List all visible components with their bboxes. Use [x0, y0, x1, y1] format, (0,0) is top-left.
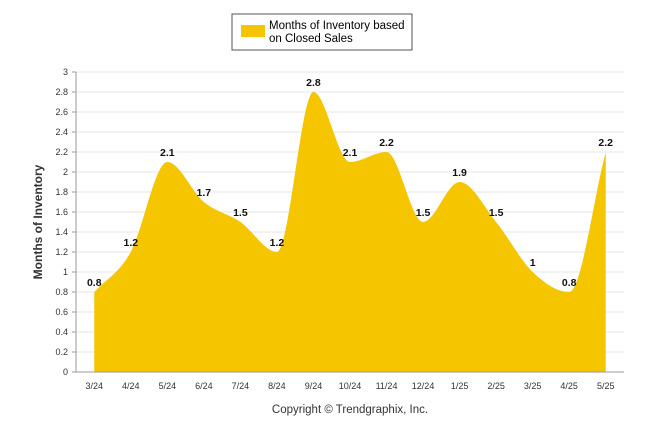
y-tick-label: 0.6	[55, 307, 68, 317]
y-tick-label: 0.8	[55, 287, 68, 297]
data-label: 1	[530, 257, 536, 269]
x-tick-labels: 3/24 4/24 5/24 6/24 7/24 8/24 9/24 10/24 11/24 12…	[86, 381, 615, 391]
data-label: 1.5	[233, 207, 248, 219]
x-tick-label: 7/24	[232, 381, 250, 391]
y-tick-label: 0.4	[55, 327, 68, 337]
copyright-text: Copyright © Trendgraphix, Inc.	[272, 404, 428, 416]
y-tick-label: 0.2	[55, 347, 68, 357]
axes	[72, 71, 624, 373]
data-label: 2.1	[160, 147, 175, 159]
y-tick-label: 2.2	[55, 147, 68, 157]
y-tick-label: 2	[63, 167, 68, 177]
data-label: 1.5	[489, 207, 504, 219]
x-tick-label: 10/24	[339, 381, 362, 391]
data-label: 2.8	[306, 77, 321, 89]
y-tick-label: 1.6	[55, 207, 68, 217]
x-tick-label: 3/25	[524, 381, 542, 391]
x-tick-label: 4/25	[560, 381, 578, 391]
y-tick-label: 1	[63, 267, 68, 277]
legend-swatch	[241, 25, 265, 37]
y-tick-label: 1.4	[55, 227, 68, 237]
x-tick-label: 12/24	[412, 381, 435, 391]
legend: Months of Inventory based on Closed Sale…	[231, 13, 413, 51]
y-tick-label: 0	[63, 367, 68, 377]
y-tick-labels: 0 0.2 0.4 0.6 0.8 1 1.2 1.4 1.6 1.8 2 2.2 2.4 2.6 2.8 3	[55, 67, 68, 377]
x-tick-label: 1/25	[451, 381, 469, 391]
data-labels: 0.8 1.2 2.1 1.7 1.5 1.2 2.8 2.1 2.2 1.5 1.9 1.5 1 0.8…	[87, 77, 613, 289]
x-tick-label: 6/24	[195, 381, 213, 391]
x-tick-label: 5/25	[597, 381, 615, 391]
data-label: 2.1	[343, 147, 358, 159]
data-label: 0.8	[562, 277, 577, 289]
data-label: 0.8	[87, 277, 102, 289]
x-tick-label: 4/24	[122, 381, 140, 391]
data-label: 1.7	[197, 187, 212, 199]
x-tick-label: 8/24	[268, 381, 286, 391]
y-tick-label: 3	[63, 67, 68, 77]
y-tick-label: 2.6	[55, 107, 68, 117]
data-label: 1.2	[270, 237, 285, 249]
x-tick-label: 3/24	[86, 381, 104, 391]
y-tick-label: 2.8	[55, 87, 68, 97]
y-tick-label: 2.4	[55, 127, 68, 137]
x-tick-label: 9/24	[305, 381, 323, 391]
data-label: 1.2	[123, 237, 138, 249]
x-tick-label: 5/24	[159, 381, 177, 391]
x-tick-label: 11/24	[376, 381, 398, 391]
data-label: 2.2	[598, 137, 613, 149]
y-tick-label: 1.2	[55, 247, 68, 257]
y-axis-label: Months of Inventory	[31, 164, 45, 279]
x-tick-label: 2/25	[487, 381, 505, 391]
legend-line-2: on Closed Sales	[269, 33, 353, 45]
data-label: 1.5	[416, 207, 431, 219]
series-area-shape	[94, 92, 606, 372]
series-area	[94, 92, 606, 372]
y-tick-label: 1.8	[55, 187, 68, 197]
legend-line-1: Months of Inventory based	[269, 20, 405, 32]
data-label: 1.9	[452, 167, 467, 179]
data-label: 2.2	[379, 137, 394, 149]
